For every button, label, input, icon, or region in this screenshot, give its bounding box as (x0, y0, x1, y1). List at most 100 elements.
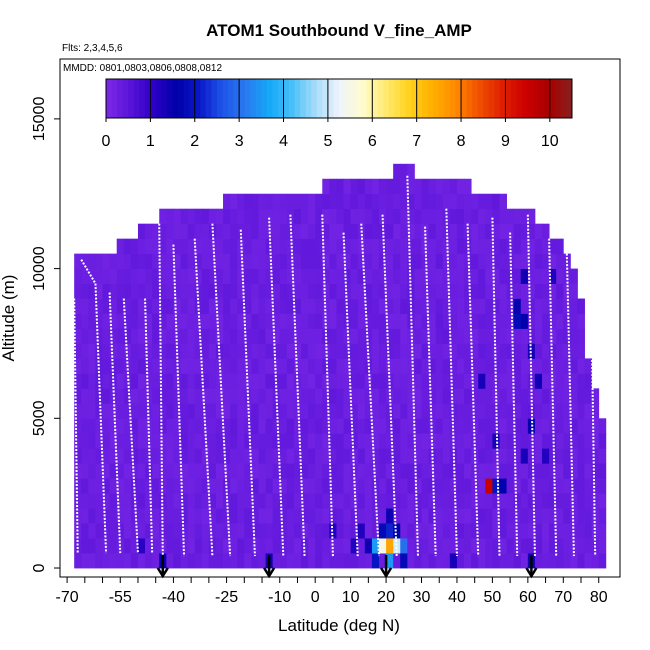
heatmap-cell (215, 433, 224, 449)
heatmap-cell (308, 193, 316, 210)
heatmap-cell (513, 223, 522, 240)
heatmap-cell (109, 478, 118, 494)
heatmap-cell (456, 403, 465, 419)
heatmap-cell (145, 313, 153, 329)
heatmap-cell (244, 403, 252, 419)
heatmap-cell (230, 418, 238, 434)
plot-frame (59, 58, 621, 578)
heatmap-cell (584, 523, 593, 539)
heatmap-cell (428, 328, 437, 344)
heatmap-cell (556, 283, 564, 299)
heatmap-cell (428, 553, 437, 569)
heatmap-cell (81, 493, 89, 509)
heatmap-cell (166, 373, 174, 389)
heatmap-cell (371, 463, 380, 479)
chart-title: ATOM1 Southbound V_fine_AMP (206, 21, 472, 40)
heatmap-cell (265, 403, 274, 419)
heatmap-cell (329, 193, 337, 210)
heatmap-cell (527, 433, 536, 449)
heatmap-cell (258, 358, 266, 374)
heatmap-cell (407, 538, 415, 554)
heatmap-cell (499, 523, 507, 539)
heatmap-cell (520, 508, 529, 524)
heatmap-cell (215, 313, 224, 329)
heatmap-cell (159, 358, 167, 374)
heatmap-cell (208, 403, 217, 419)
heatmap-cell (449, 388, 458, 404)
heatmap-cell (456, 493, 465, 509)
heatmap-cell (258, 448, 266, 464)
heatmap-cell (542, 478, 550, 494)
heatmap-cell (286, 388, 295, 404)
heatmap-cell (556, 478, 564, 494)
heatmap-cell (265, 343, 274, 359)
heatmap-cell (109, 298, 118, 314)
heatmap-cell (513, 283, 522, 299)
heatmap-cell (542, 268, 550, 284)
heatmap-cell (237, 298, 245, 314)
heatmap-cell (478, 328, 486, 344)
heatmap-cell (258, 388, 266, 404)
heatmap-cell (286, 463, 295, 479)
heatmap-cell (137, 493, 146, 509)
flight-track-segment (144, 298, 154, 554)
heatmap-cell (251, 328, 259, 344)
heatmap-cell (534, 448, 543, 464)
heatmap-cell (520, 298, 529, 314)
heatmap-cell (556, 253, 564, 269)
heatmap-cell (265, 463, 274, 479)
heatmap-cell (109, 463, 118, 479)
heatmap-cell (499, 373, 507, 389)
heatmap-cell (286, 448, 295, 464)
heatmap-cell (584, 403, 593, 419)
heatmap-cell (556, 418, 564, 434)
heatmap-cell (556, 448, 564, 464)
heatmap-cell (137, 478, 146, 494)
heatmap-cell (301, 508, 309, 524)
heatmap-cell (137, 508, 146, 524)
heatmap-cell (435, 553, 444, 569)
heatmap-cell (357, 298, 366, 314)
colorbar-swatch (294, 79, 301, 118)
heatmap-cell (598, 523, 607, 539)
heatmap-cell (152, 223, 160, 240)
heatmap-cell (400, 388, 408, 404)
heatmap-cell (152, 283, 160, 299)
heatmap-cell (109, 433, 118, 449)
heatmap-cell (542, 493, 550, 509)
heatmap-cell (95, 493, 103, 509)
heatmap-cell (187, 448, 196, 464)
heatmap-cell (357, 538, 366, 554)
heatmap-cell (549, 523, 557, 539)
heatmap-cell (88, 388, 96, 404)
heatmap-cell (95, 523, 103, 539)
heatmap-cell (230, 283, 238, 299)
heatmap-cell (563, 508, 571, 524)
heatmap-cell (357, 388, 366, 404)
heatmap-cell (251, 358, 259, 374)
colorbar-swatch (411, 79, 418, 118)
colorbar-swatch (139, 79, 146, 118)
colorbar-tick-label: 9 (501, 133, 510, 150)
heatmap-cell (407, 403, 415, 419)
x-tick-label: 30 (413, 589, 431, 606)
x-tick-label: 80 (590, 589, 608, 606)
heatmap-cell (393, 538, 401, 554)
heatmap-cell (407, 238, 415, 255)
heatmap-cell (414, 403, 422, 419)
heatmap-cell (251, 298, 259, 314)
heatmap-cell (506, 328, 515, 344)
heatmap-cell (293, 508, 302, 524)
heatmap-cell (308, 253, 316, 269)
heatmap-cell (201, 388, 210, 404)
heatmap-cell (336, 388, 344, 404)
heatmap-cell (591, 433, 600, 449)
heatmap-cell (308, 478, 316, 494)
heatmap-cell (301, 298, 309, 314)
heatmap-cell (88, 268, 96, 284)
heatmap-cell (449, 178, 458, 195)
heatmap-cell (130, 313, 139, 329)
heatmap-cell (456, 553, 465, 569)
heatmap-cell (478, 553, 486, 569)
heatmap-cell (272, 238, 281, 255)
